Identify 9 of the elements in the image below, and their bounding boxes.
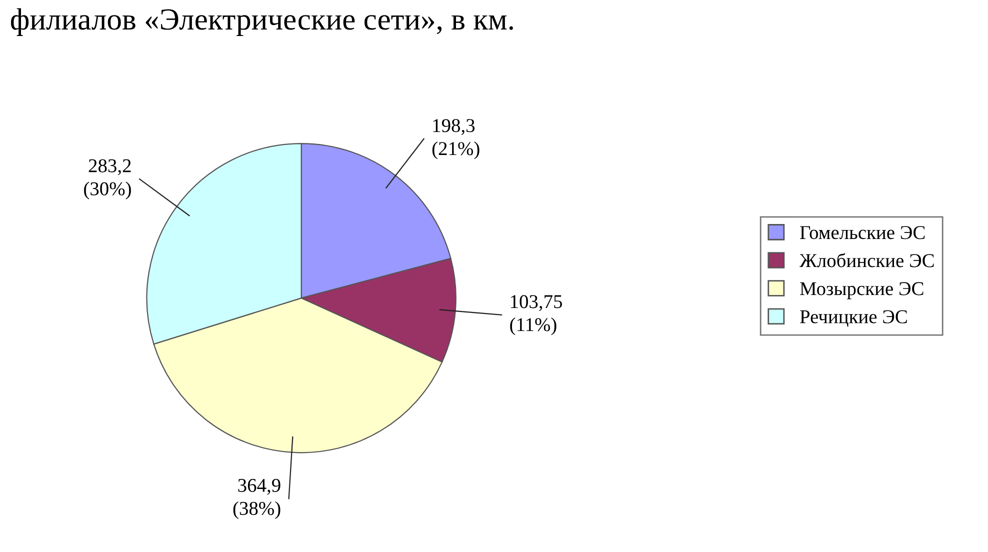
data-label: 364,9 (38%) [233, 478, 280, 519]
chart-title: филиалов «Электрические сети», в км. [10, 8, 513, 36]
legend-label: Жлобинские ЭС [799, 253, 934, 268]
legend-label: Гомельские ЭС [800, 226, 925, 240]
data-label: 283,2 (30%) [84, 159, 131, 200]
legend-label: Мозырские ЭС [800, 282, 924, 300]
data-label: 103,75 (11%) [510, 295, 562, 336]
data-label: 198,3 (21%) [432, 119, 480, 160]
legend-label: Речицкие ЭС [800, 310, 907, 327]
